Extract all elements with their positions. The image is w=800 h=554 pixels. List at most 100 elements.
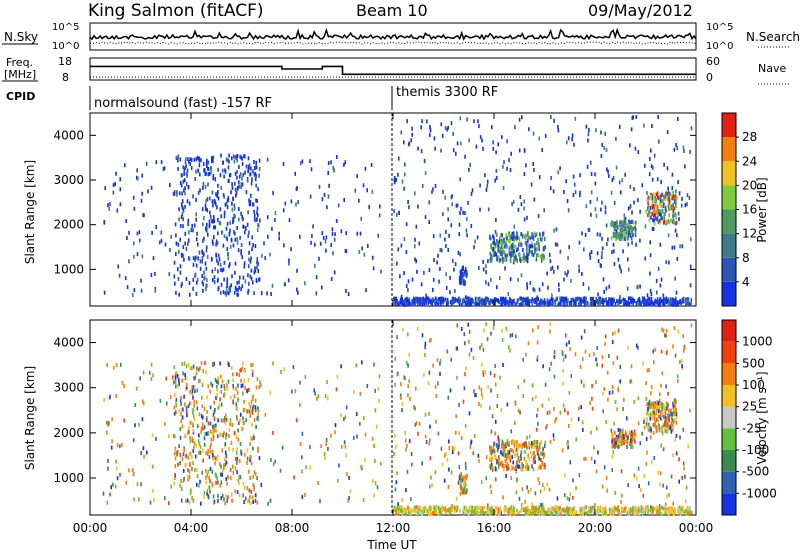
echo-point <box>240 249 242 254</box>
echo-point <box>182 208 185 213</box>
echo-point <box>330 243 332 248</box>
echo-point <box>460 302 463 307</box>
echo-point <box>141 254 144 259</box>
echo-point <box>415 421 418 426</box>
echo-point <box>492 325 495 330</box>
echo-point <box>225 477 227 482</box>
echo-point <box>510 243 513 248</box>
echo-point <box>501 233 503 238</box>
echo-point <box>361 466 363 471</box>
echo-point <box>194 375 197 380</box>
echo-point <box>309 465 311 470</box>
echo-point <box>502 444 505 449</box>
echo-point <box>648 196 651 201</box>
echo-point <box>226 498 228 503</box>
echo-point <box>458 431 460 436</box>
echo-point <box>444 195 446 200</box>
echo-point <box>591 396 593 401</box>
echo-point <box>340 364 342 369</box>
echo-point <box>254 266 256 271</box>
echo-point <box>427 300 430 305</box>
echo-point <box>212 155 215 160</box>
echo-point <box>619 442 622 447</box>
echo-point <box>220 472 222 477</box>
echo-point <box>674 437 676 442</box>
echo-point <box>492 235 495 240</box>
echo-point <box>669 510 671 515</box>
echo-point <box>628 267 630 272</box>
echo-point <box>410 497 412 501</box>
echo-point <box>591 406 594 411</box>
echo-point <box>440 122 443 127</box>
echo-point <box>421 301 424 306</box>
echo-point <box>486 337 489 342</box>
echo-point <box>467 322 469 327</box>
echo-point <box>367 244 369 248</box>
echo-point <box>611 221 614 226</box>
echo-point <box>503 467 505 472</box>
echo-point <box>435 419 437 424</box>
echo-point <box>631 430 633 435</box>
echo-point <box>536 246 538 251</box>
echo-point <box>663 212 665 217</box>
echo-point <box>482 298 485 303</box>
echo-point <box>619 294 621 299</box>
echo-point <box>279 468 282 473</box>
echo-point <box>232 378 234 383</box>
echo-point <box>174 281 176 286</box>
echo-point <box>234 231 236 236</box>
echo-point <box>184 241 186 246</box>
echo-point <box>325 248 327 253</box>
echo-point <box>222 290 225 295</box>
colorbar-segment <box>722 233 736 258</box>
echo-point <box>662 300 665 305</box>
echo-point <box>531 297 534 302</box>
echo-point <box>462 490 465 495</box>
echo-point <box>198 250 201 255</box>
echo-point <box>212 203 214 208</box>
echo-point <box>659 242 662 247</box>
echo-point <box>453 299 456 304</box>
echo-point <box>437 253 439 258</box>
echo-point <box>345 249 348 254</box>
echo-point <box>608 507 611 512</box>
echo-point <box>315 275 318 280</box>
echo-point <box>428 338 431 343</box>
echo-point <box>179 157 182 162</box>
echo-point <box>677 507 679 512</box>
echo-point <box>220 185 222 190</box>
echo-point <box>411 132 413 137</box>
echo-point <box>578 268 580 273</box>
echo-point <box>114 182 116 186</box>
echo-point <box>675 451 678 456</box>
echo-point <box>185 182 188 187</box>
echo-point <box>661 404 663 409</box>
echo-point <box>483 505 486 510</box>
echo-point <box>206 164 208 168</box>
echo-point <box>180 419 182 424</box>
x-tick-label: 08:00 <box>275 521 310 535</box>
echo-point <box>498 236 501 241</box>
echo-point <box>116 443 119 448</box>
echo-point <box>408 141 411 146</box>
echo-point <box>147 189 149 194</box>
echo-point <box>447 485 450 489</box>
echo-point <box>516 231 518 236</box>
echo-point <box>104 186 106 191</box>
echo-point <box>497 244 499 249</box>
echo-point <box>186 413 188 418</box>
echo-point <box>401 402 404 406</box>
echo-point <box>668 206 670 211</box>
echo-point <box>623 218 626 222</box>
echo-point <box>236 185 239 190</box>
echo-point <box>573 298 575 303</box>
echo-point <box>631 228 634 233</box>
echo-point <box>584 300 587 304</box>
echo-point <box>502 164 504 169</box>
echo-point <box>531 383 534 388</box>
echo-point <box>485 264 487 269</box>
echo-point <box>672 220 675 225</box>
echo-point <box>589 199 592 204</box>
echo-point <box>231 182 233 187</box>
echo-point <box>464 372 466 376</box>
